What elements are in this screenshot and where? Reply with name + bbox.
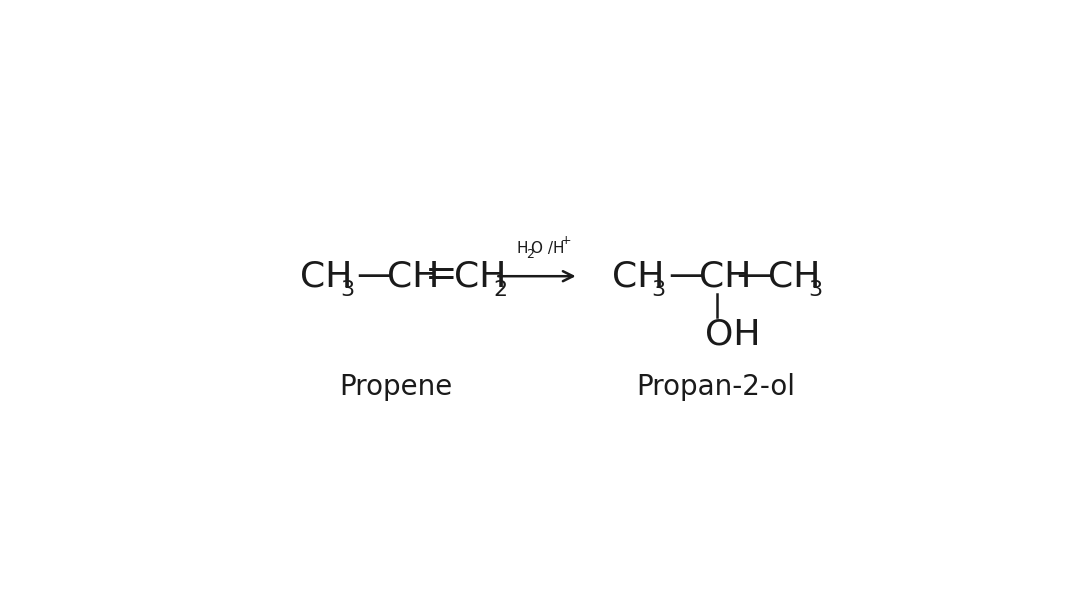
Text: —: — [736, 259, 773, 293]
Text: Propene: Propene [339, 373, 452, 402]
Text: 3: 3 [340, 280, 354, 300]
Text: H: H [517, 241, 527, 256]
Text: O /H: O /H [531, 241, 565, 256]
Text: —: — [357, 259, 392, 293]
Text: 2: 2 [526, 248, 534, 261]
Text: CH: CH [453, 259, 506, 293]
Text: =: = [425, 256, 458, 294]
Text: CH: CH [768, 259, 820, 293]
Text: CH: CH [612, 259, 664, 293]
Text: OH: OH [704, 317, 760, 351]
Text: +: + [561, 234, 570, 247]
Text: Propan-2-ol: Propan-2-ol [636, 373, 795, 402]
Text: CH: CH [387, 259, 440, 293]
Text: CH: CH [699, 259, 751, 293]
Text: 3: 3 [808, 280, 822, 300]
Text: —: — [668, 259, 704, 293]
Text: 3: 3 [652, 280, 666, 300]
Text: 2: 2 [494, 280, 508, 300]
Text: CH: CH [300, 259, 353, 293]
